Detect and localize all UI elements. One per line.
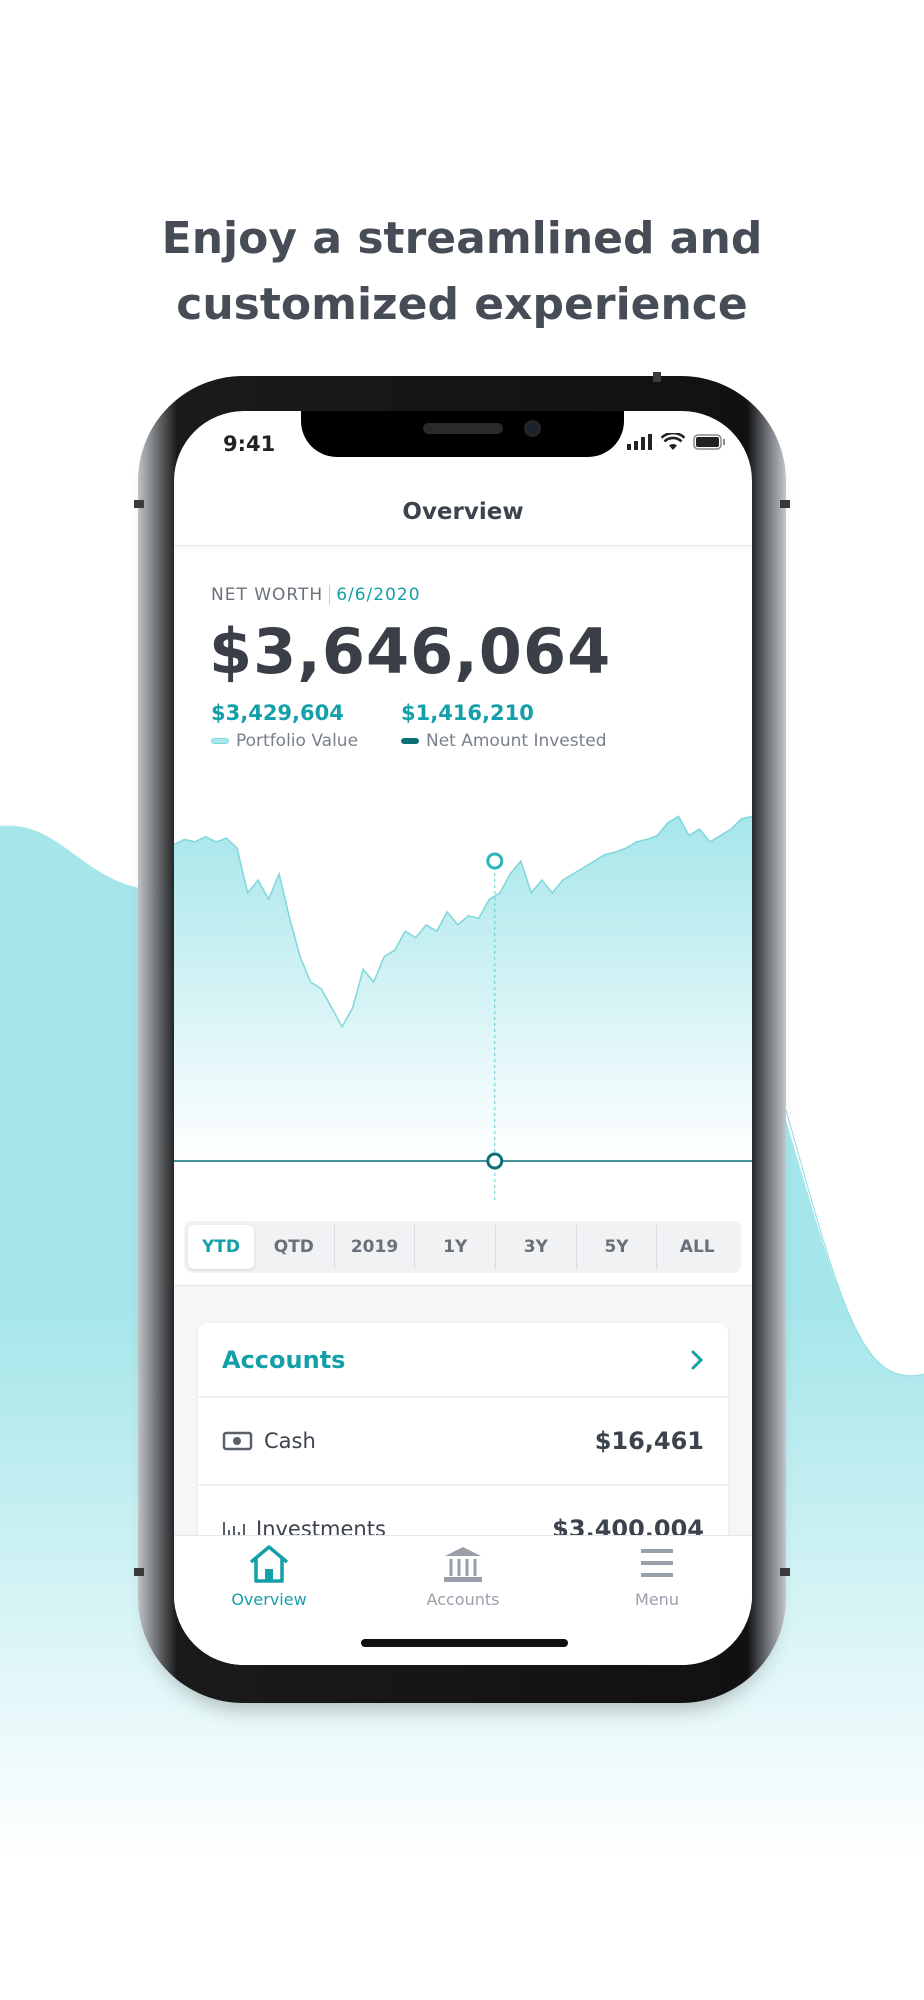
notch [301, 411, 624, 457]
tab-accounts[interactable]: Accounts [388, 1544, 538, 1609]
net-worth-text: NET WORTH [211, 585, 324, 605]
signal-icon [627, 434, 652, 450]
net-worth-value: $3,646,064 [209, 615, 612, 688]
range-option-qtd[interactable]: QTD [273, 1237, 314, 1257]
tab-menu[interactable]: Menu [582, 1544, 732, 1609]
status-icons [627, 433, 726, 450]
camera [524, 420, 541, 437]
cash-icon [222, 1431, 253, 1451]
account-row-cash[interactable]: Cash $16,461 [198, 1398, 728, 1486]
range-option-ytd[interactable]: YTD [188, 1225, 254, 1269]
account-value: $16,461 [594, 1427, 704, 1455]
headline: Enjoy a streamlined and customized experi… [0, 206, 924, 338]
side-button [780, 500, 790, 508]
range-selector: YTD QTD 2019 1Y 3Y 5Y ALL [184, 1221, 741, 1273]
speaker [423, 423, 503, 434]
tab-label: Overview [231, 1590, 307, 1609]
net-worth-chart[interactable] [174, 800, 752, 1200]
accounts-title: Accounts [222, 1345, 346, 1374]
side-button [134, 500, 144, 508]
bar-chart-icon [223, 1522, 245, 1538]
side-button [780, 1568, 790, 1576]
range-option-3y[interactable]: 3Y [495, 1225, 576, 1269]
net-worth-date: 6/6/2020 [336, 585, 421, 605]
wifi-icon [661, 433, 685, 450]
invested-marker[interactable] [486, 1152, 504, 1170]
bank-icon [444, 1547, 482, 1582]
range-option-5y[interactable]: 5Y [575, 1225, 657, 1269]
accounts-header[interactable]: Accounts [198, 1323, 728, 1398]
portfolio-value: $3,429,604 [211, 701, 344, 725]
tab-label: Menu [635, 1590, 679, 1609]
menu-icon [641, 1549, 673, 1577]
headline-line2: customized experience [176, 279, 748, 330]
range-option-all[interactable]: ALL [656, 1225, 737, 1269]
portfolio-line [174, 815, 752, 1029]
portfolio-marker[interactable] [486, 852, 504, 870]
home-icon [249, 1545, 289, 1583]
phone-screen: 9:41 Overview NET WORTH 6/6/2020 $3,646,0… [174, 411, 752, 1665]
legend-portfolio: Portfolio Value [211, 731, 358, 751]
home-indicator[interactable] [361, 1639, 568, 1647]
net-invested-value: $1,416,210 [401, 701, 534, 725]
legend-swatch [211, 738, 229, 744]
portfolio-area [174, 816, 752, 1161]
legend-label: Portfolio Value [236, 731, 359, 751]
battery-icon [693, 434, 725, 450]
status-time: 9:41 [223, 432, 276, 456]
phone-frame: 9:41 Overview NET WORTH 6/6/2020 $3,646,0… [134, 372, 790, 1703]
legend-swatch [401, 738, 419, 744]
chevron-right-icon [691, 1350, 704, 1369]
tab-label: Accounts [426, 1590, 500, 1609]
side-button [653, 372, 661, 382]
side-button [134, 1568, 144, 1576]
account-label: Cash [264, 1429, 316, 1453]
legend-invested: Net Amount Invested [401, 731, 607, 751]
range-option-1y[interactable]: 1Y [414, 1225, 495, 1269]
tab-overview[interactable]: Overview [194, 1544, 344, 1609]
headline-line1: Enjoy a streamlined and [161, 213, 763, 264]
net-worth-label: NET WORTH 6/6/2020 [211, 585, 421, 605]
page-title: Overview [174, 479, 752, 546]
range-option-2019[interactable]: 2019 [333, 1225, 415, 1269]
legend-label: Net Amount Invested [426, 731, 607, 751]
divider [329, 585, 331, 605]
